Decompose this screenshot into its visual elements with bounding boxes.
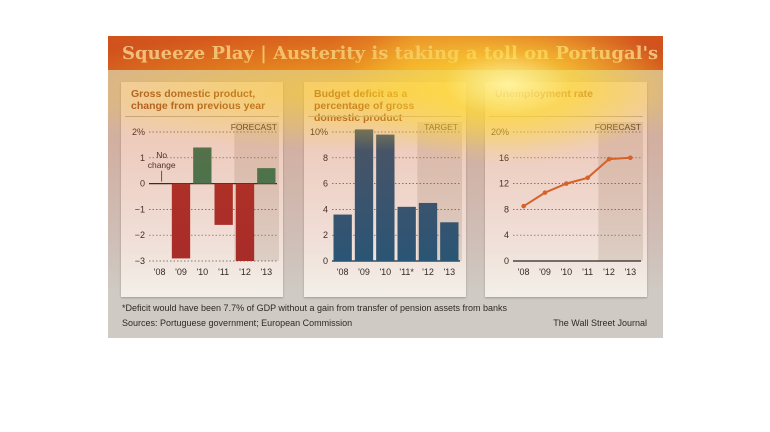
data-point [564,181,569,186]
x-tick-label: '12 [422,267,434,277]
deficit-chart: 10% 8 6 4 2 0 TARGET '08 '09 '10 '11* '12 '13 [310,122,462,277]
y-tick-label: −2 [135,230,145,240]
y-tick-label: 10% [310,127,328,137]
unemployment-chart: 20% 16 12 8 4 0 FORECAST '08 '09 '10 '11 '12 '13 [491,122,643,277]
bar [418,202,438,261]
annotation-label: change [148,160,176,170]
y-tick-label: 6 [323,179,328,189]
data-point [606,156,612,162]
gdp-chart-panel: Gross domestic product, change from prev… [121,82,283,297]
bar [376,134,395,261]
y-tick-label: 8 [323,153,328,163]
panel-divider [125,116,279,117]
x-tick-label: '13 [260,267,272,277]
y-tick-label: 0 [323,256,328,266]
data-point [585,175,590,181]
gdp-chart-title: Gross domestic product, change from prev… [131,88,266,112]
y-tick-label: −3 [135,256,145,266]
x-tick-label: '09 [175,267,187,277]
x-tick-label: '13 [443,267,455,277]
x-tick-label: '10 [196,267,208,277]
y-tick-label: 2 [323,230,328,240]
bar [257,168,276,184]
y-tick-label: 20% [491,127,509,137]
x-tick-label: '10 [379,267,391,277]
deficit-chart-panel: Budget deficit as a percentage of gross … [304,82,466,297]
y-tick-label: 16 [499,153,509,163]
panel-divider [308,116,462,117]
credit: The Wall Street Journal [553,318,647,328]
x-tick-label: '11 [582,267,593,277]
x-tick-label: '11 [218,267,229,277]
banner-title: Squeeze Play | Austerity is taking a tol… [122,43,663,64]
sources: Sources: Portuguese government; European… [122,318,353,328]
target-label: TARGET [424,122,458,132]
bar [214,183,233,225]
y-tick-label: 8 [504,204,509,214]
y-tick-label: −1 [135,204,145,214]
unemployment-chart-title: Unemployment rate [495,88,594,100]
y-tick-label: 4 [504,230,509,240]
y-tick-label: 12 [499,179,509,189]
footnote: *Deficit would have been 7.7% of GDP wit… [122,303,508,313]
forecast-shade [598,122,643,261]
y-tick-label: 0 [140,179,145,189]
x-tick-label: '10 [560,267,572,277]
bar [235,183,255,261]
x-tick-label: '12 [603,267,615,277]
x-tick-label: '08 [518,267,530,277]
annotation-label: No [156,150,167,160]
bar [193,147,212,184]
infographic: Squeeze Play | Austerity is taking a tol… [108,36,663,338]
y-tick-label: 1 [140,153,145,163]
x-tick-label: '11* [399,267,414,277]
bar [397,206,416,261]
x-tick-label: '12 [239,267,251,277]
x-tick-label: '09 [539,267,551,277]
data-point [521,203,526,209]
y-tick-label: 4 [323,204,328,214]
forecast-label: FORECAST [595,122,641,132]
banner: Squeeze Play | Austerity is taking a tol… [108,36,663,70]
forecast-label: FORECAST [231,122,277,132]
y-tick-label: 2% [132,127,145,137]
data-point [542,190,548,195]
panel-divider [489,116,643,117]
bar [354,129,374,261]
bar [171,183,191,259]
x-tick-label: '09 [358,267,370,277]
x-tick-label: '08 [154,267,166,277]
y-tick-label: 0 [504,256,509,266]
unemployment-chart-panel: Unemployment rate 20% 16 12 8 4 0 FORECAST '08 '… [485,82,647,297]
x-tick-label: '13 [624,267,636,277]
x-tick-label: '08 [337,267,349,277]
bar [333,214,352,261]
data-point [628,155,633,161]
bar [440,222,459,261]
